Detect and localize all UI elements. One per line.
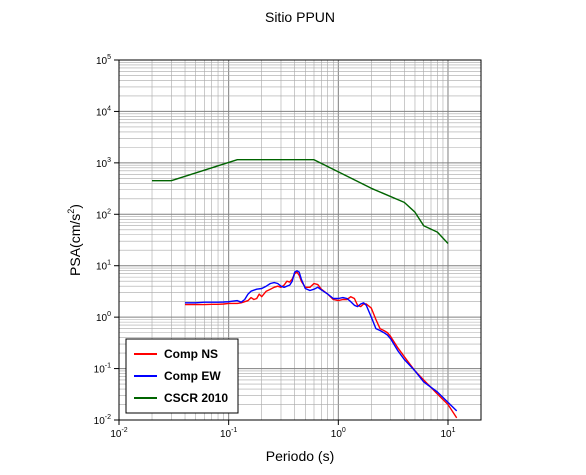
y-axis-label-tail: ) (67, 204, 83, 209)
chart-title: Sitio PPUN (265, 9, 335, 25)
plot-frame (118, 59, 482, 421)
x-tick-label: 10-2 (110, 427, 127, 440)
y-axis-label-sup: 2 (66, 209, 76, 214)
y-tick-label: 100 (96, 311, 111, 324)
y-tick-label: 10-2 (94, 414, 111, 427)
y-tick-label: 103 (96, 157, 111, 170)
y-axis-label: PSA(cm/s2) (66, 204, 83, 276)
x-tick-label: 101 (440, 427, 455, 440)
y-tick-label: 102 (96, 208, 111, 221)
axis-ticks: 10-2 10-1 100 101 10-2 10-1 100 101 102 103 104 105 (94, 54, 456, 440)
legend-label-cscr-2010: CSCR 2010 (164, 391, 228, 405)
series-line-comp-ew (185, 270, 458, 412)
y-tick-label: 101 (96, 260, 111, 273)
x-axis-label: Periodo (s) (266, 448, 334, 464)
grid (118, 60, 482, 421)
y-axis-label-base: PSA(cm/s (67, 214, 83, 276)
legend-items: Comp NS Comp EW CSCR 2010 (134, 347, 228, 405)
y-tick-label: 10-1 (94, 363, 111, 376)
series-line-cscr-2010 (152, 158, 449, 244)
y-tick-label: 104 (96, 105, 111, 118)
y-tick-label: 105 (96, 54, 111, 67)
legend-label-comp-ew: Comp EW (164, 369, 221, 383)
series-line-comp-ns (185, 271, 458, 419)
x-tick-label: 100 (331, 427, 346, 440)
series-lines (152, 158, 458, 419)
legend: Comp NS Comp EW CSCR 2010 (125, 338, 239, 414)
x-tick-label: 10-1 (220, 427, 237, 440)
legend-label-comp-ns: Comp NS (164, 347, 218, 361)
